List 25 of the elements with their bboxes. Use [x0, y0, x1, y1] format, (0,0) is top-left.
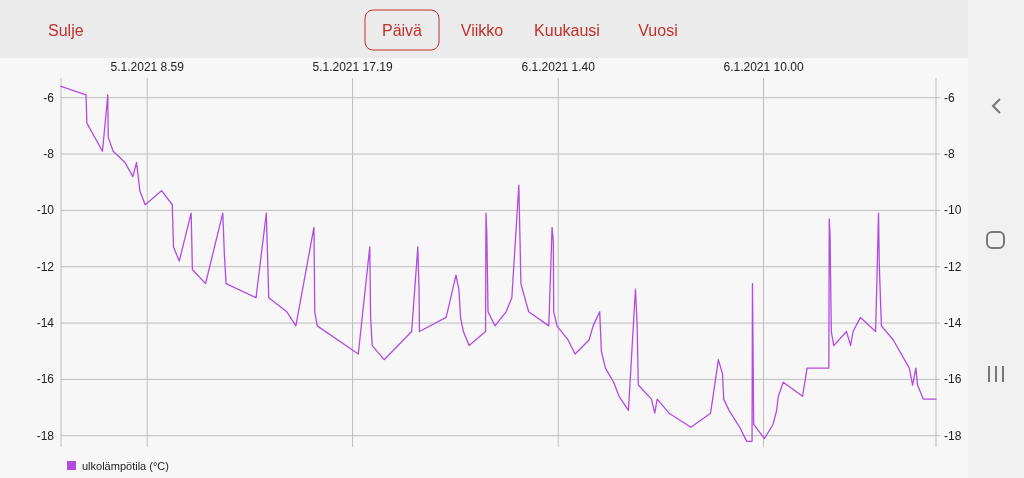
text: Kuukausi — [534, 22, 600, 39]
y2-tick-label: -16 — [944, 372, 962, 387]
text: Viikko — [460, 22, 504, 39]
y2-tick-label: -18 — [944, 428, 962, 443]
y2-tick-label: -10 — [944, 203, 962, 218]
legend-label: ulkolämpötila (°C) — [82, 460, 169, 472]
y2-tick-label: -8 — [944, 147, 955, 162]
x-tick-label: 5.1.2021 17.19 — [312, 60, 393, 74]
y-tick-label: -14 — [36, 316, 55, 331]
text: Päivä — [381, 22, 423, 39]
text: Vuosi — [638, 22, 678, 39]
y2-tick-label: -14 — [944, 316, 962, 331]
x-tick-label: 6.1.2021 10.00 — [723, 60, 804, 74]
y2-tick-label: -12 — [944, 259, 962, 274]
y-tick-label: -18 — [36, 428, 55, 443]
y-tick-label: -16 — [36, 372, 55, 387]
y-tick-label: -8 — [43, 147, 55, 162]
x-tick-label: 5.1.2021 8.59 — [110, 60, 185, 74]
y-tick-label: -12 — [36, 259, 55, 274]
y-tick-label: -10 — [36, 203, 55, 218]
y2-tick-label: -6 — [944, 90, 955, 105]
text: Sulje — [48, 22, 84, 39]
y-tick-label: -6 — [43, 90, 55, 105]
line-series — [60, 85, 937, 443]
x-tick-label: 6.1.2021 1.40 — [521, 60, 596, 74]
